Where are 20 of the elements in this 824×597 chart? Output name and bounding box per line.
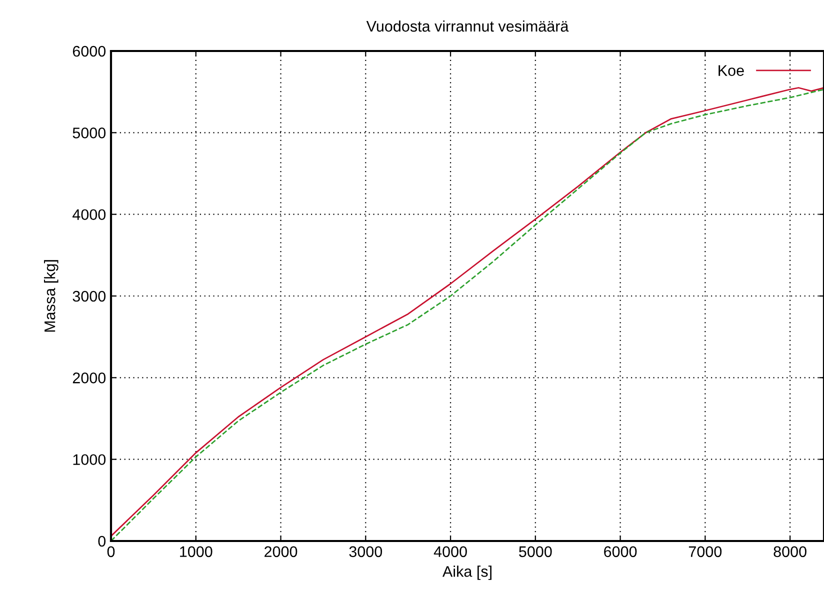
legend-label: Koe [718,65,744,76]
x-tick-label: 4000 [434,546,467,558]
y-tick-label: 0 [98,536,106,547]
x-tick-label: 0 [107,546,115,558]
x-tick-label: 7000 [688,546,722,558]
x-tick-label: 6000 [604,546,637,558]
y-tick-label: 5000 [72,128,106,138]
y-tick-label: 2000 [72,372,106,384]
x-axis-title: Aika [s] [442,566,492,580]
y-tick-label: 6000 [72,46,106,57]
y-tick-label: 1000 [73,454,106,466]
x-tick-label: 8000 [774,546,806,558]
y-axis-title: Massa [kg] [44,260,58,332]
chart-title: Vuodosta virrannut vesimäärä [366,20,569,32]
x-tick-label: 5000 [519,546,552,558]
x-tick-label: 1000 [180,546,212,558]
y-tick-label: 3000 [72,290,106,302]
y-tick-label: 4000 [72,209,106,220]
x-tick-label: 2000 [264,546,298,558]
x-tick-label: 3000 [349,546,382,558]
